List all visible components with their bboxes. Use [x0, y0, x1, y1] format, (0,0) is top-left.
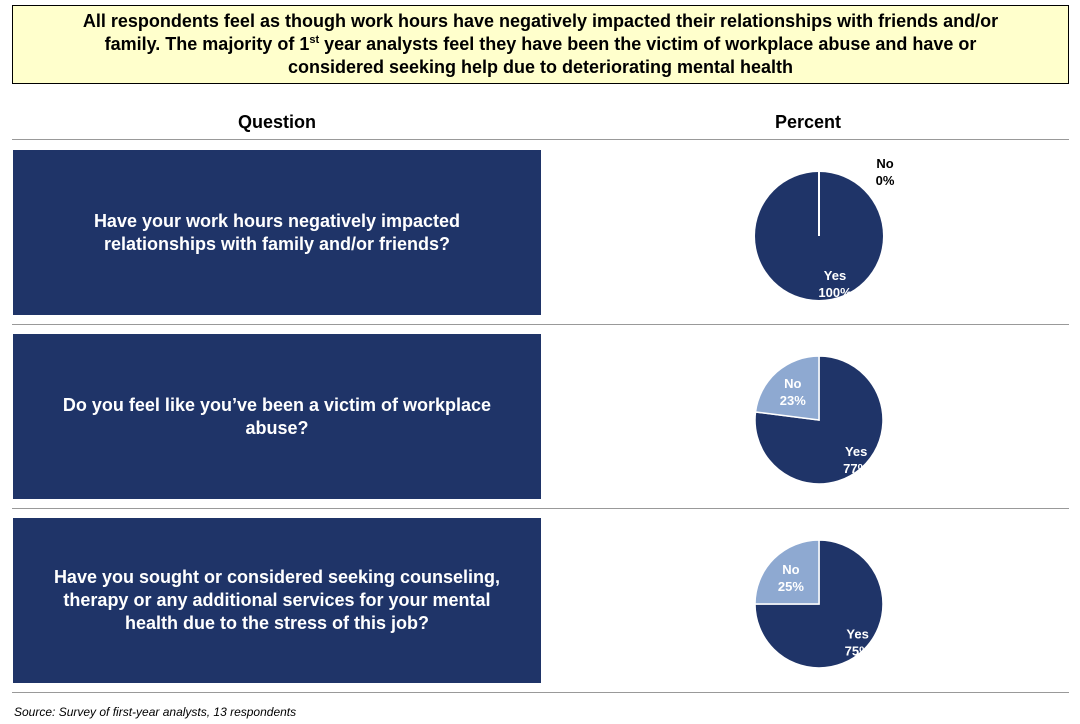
question-text-2: Do you feel like you’ve been a victim of…: [62, 394, 492, 438]
pie-slice-yes: [754, 539, 884, 669]
pie-label-yes: Yes 77%: [843, 444, 869, 476]
row-divider-1: [12, 324, 1069, 325]
headline-line-2-start: family. The majority of 1: [104, 34, 310, 54]
pie-label-yes: Yes 100%: [818, 268, 852, 300]
source-note: Source: Survey of first-year analysts, 1…: [14, 705, 297, 719]
question-column-header: Question: [237, 112, 316, 132]
question-box-2: Do you feel like you’ve been a victim of…: [13, 334, 541, 499]
pie-label-no: No 0%: [876, 156, 895, 188]
headline-line-3: considered seeking help due to deteriora…: [287, 57, 794, 77]
headline-superscript: st: [309, 34, 320, 46]
pie-chart-1: Yes 100% No 0%: [755, 156, 895, 300]
headline-text: All respondents feel as though work hour…: [83, 10, 998, 79]
headline-line-2-end: year analysts feel they have been the vi…: [319, 34, 977, 54]
bottom-divider: [12, 692, 1069, 693]
question-text-3: Have you sought or considered seeking co…: [53, 567, 501, 633]
pie-chart-3: Yes 75% No 25%: [754, 539, 884, 669]
question-box-1: Have your work hours negatively impacted…: [13, 150, 541, 315]
percent-column-header: Percent: [774, 112, 842, 132]
pie-slice-no: [754, 539, 820, 605]
headline-banner: All respondents feel as though work hour…: [12, 5, 1069, 84]
pie-label-no: No 23%: [780, 376, 806, 408]
header-divider: [12, 139, 1069, 140]
row-divider-2: [12, 508, 1069, 509]
question-text-1: Have your work hours negatively impacted…: [93, 210, 461, 254]
pie-chart-2: Yes 77% No 23%: [754, 355, 884, 485]
pie-label-no: No 25%: [778, 562, 804, 594]
headline-line-1: All respondents feel as though work hour…: [82, 11, 999, 31]
pie-slice-no: [754, 355, 820, 421]
pie-label-yes: Yes 75%: [845, 627, 871, 659]
question-box-3: Have you sought or considered seeking co…: [13, 518, 541, 683]
pie-slice-yes: [754, 355, 884, 485]
